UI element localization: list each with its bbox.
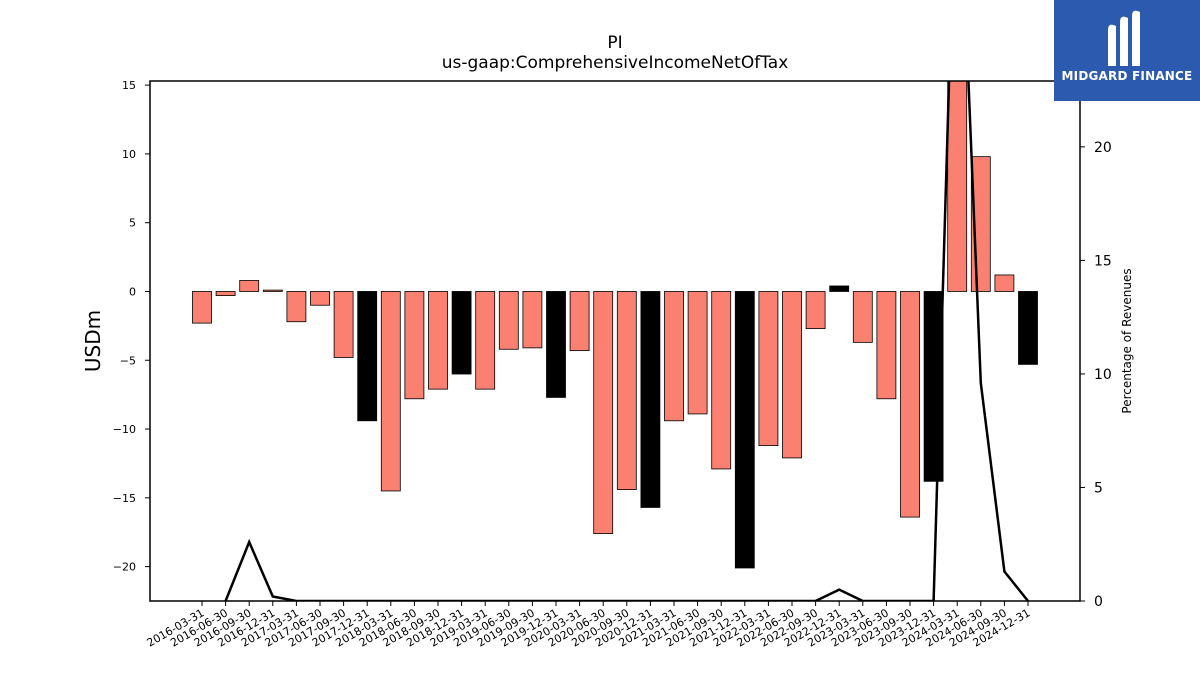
y-axis-label: USDm xyxy=(81,310,105,372)
y-tick-label: 15 xyxy=(122,79,136,92)
bar-2022-12-31 xyxy=(829,285,850,292)
bar-2020-09-30 xyxy=(616,291,637,490)
chart-title: PI xyxy=(607,33,622,53)
bar-2022-09-30 xyxy=(805,291,826,330)
chart-subtitle: us-gaap:ComprehensiveIncomeNetOfTax xyxy=(442,53,789,73)
y-tick-label: −15 xyxy=(113,492,136,505)
logo-mark-icon xyxy=(1108,10,1140,67)
plot-frame xyxy=(149,80,1081,602)
y2-tick-label: 0 xyxy=(1094,594,1103,610)
x-ticks: 2016-03-312016-06-302016-09-302016-12-31… xyxy=(145,601,1033,650)
bar-2021-09-30 xyxy=(711,291,732,470)
bar-2019-12-31 xyxy=(546,291,566,398)
brand-logo: MIDGARD FINANCE xyxy=(1054,0,1200,101)
bar-2019-09-30 xyxy=(522,291,543,349)
y-tick-label: 5 xyxy=(129,217,136,230)
logo-text: MIDGARD FINANCE xyxy=(1061,69,1193,83)
bar-2020-03-31 xyxy=(569,291,590,352)
bar-2016-12-31 xyxy=(262,289,283,292)
bar-2017-12-31 xyxy=(357,291,378,422)
bar-2017-03-31 xyxy=(286,291,307,323)
bar-2024-03-31 xyxy=(947,81,968,292)
bar-2019-03-31 xyxy=(475,291,496,390)
y2-tick-label: 10 xyxy=(1094,367,1112,383)
bar-2021-12-31 xyxy=(734,291,755,569)
y-tick-label: −10 xyxy=(113,423,136,436)
y-ticks: 15 10 5 0 −5 −10 −15 −20 xyxy=(113,79,150,574)
bar-2023-06-30 xyxy=(876,291,897,400)
bar-2018-12-31 xyxy=(451,291,472,375)
bar-2022-06-30 xyxy=(782,291,802,459)
bar-2018-09-30 xyxy=(428,291,448,390)
bar-2021-03-31 xyxy=(664,291,684,422)
bar-2018-03-31 xyxy=(380,291,401,492)
bar-2017-09-30 xyxy=(333,291,354,358)
bar-2021-06-30 xyxy=(687,291,708,415)
bar-2017-06-30 xyxy=(310,291,330,306)
bars-group xyxy=(192,81,1038,569)
bar-2023-03-31 xyxy=(852,291,873,343)
bar-2022-03-31 xyxy=(758,291,779,446)
bar-2023-09-30 xyxy=(900,291,920,518)
bar-2024-12-31 xyxy=(1018,291,1038,365)
y2-tick-label: 15 xyxy=(1094,253,1112,269)
bar-2024-09-30 xyxy=(994,274,1015,292)
y-tick-label: 10 xyxy=(122,148,136,161)
bar-2016-03-31 xyxy=(192,291,212,324)
bar-2016-09-30 xyxy=(239,280,260,292)
y-tick-label: 0 xyxy=(129,285,136,298)
bar-2020-06-30 xyxy=(593,291,614,534)
bar-2016-06-30 xyxy=(215,291,236,297)
bar-2018-06-30 xyxy=(404,291,425,400)
y2-tick-label: 5 xyxy=(1094,480,1103,496)
bar-2019-06-30 xyxy=(498,291,519,350)
y-tick-label: −5 xyxy=(120,354,136,367)
y2-ticks: 20 15 10 5 0 xyxy=(1080,140,1112,610)
y2-tick-label: 20 xyxy=(1094,140,1112,156)
bar-2020-12-31 xyxy=(640,291,661,508)
y2-axis-label: Percentage of Revenues xyxy=(1120,268,1134,413)
y-tick-label: −20 xyxy=(113,561,136,574)
